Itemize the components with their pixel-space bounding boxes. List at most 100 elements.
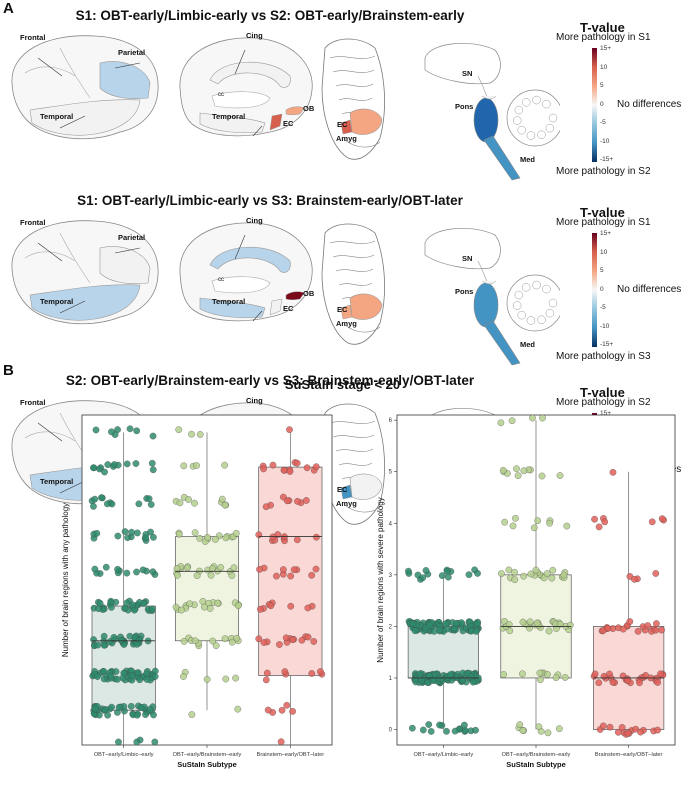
data-point <box>436 626 443 634</box>
data-point <box>529 414 536 422</box>
data-point <box>132 460 140 467</box>
data-point <box>184 564 191 572</box>
data-point <box>90 636 97 643</box>
y-tick-label: 6 <box>389 418 393 424</box>
data-point <box>175 426 183 433</box>
ob-region <box>285 106 305 115</box>
data-point <box>536 669 544 677</box>
data-point <box>269 461 277 469</box>
parietal-region <box>99 246 151 284</box>
data-point <box>191 499 198 507</box>
data-point <box>101 706 109 714</box>
data-point <box>419 574 427 582</box>
data-point <box>534 517 542 525</box>
data-point <box>273 572 280 580</box>
data-point <box>175 530 183 538</box>
data-point <box>431 671 439 679</box>
data-point <box>462 727 469 735</box>
data-point <box>211 535 219 543</box>
data-point <box>147 501 155 508</box>
parietal-region <box>99 61 151 99</box>
data-point <box>497 419 505 427</box>
data-point <box>527 570 535 578</box>
data-point <box>411 627 419 635</box>
data-point <box>114 532 122 540</box>
medial-brain <box>179 37 313 137</box>
data-point <box>128 528 135 536</box>
data-point <box>142 711 149 718</box>
data-point <box>133 738 141 746</box>
data-point <box>134 669 142 676</box>
data-point <box>609 678 617 686</box>
data-point <box>234 705 242 713</box>
data-point <box>499 466 507 474</box>
data-point <box>436 721 443 729</box>
data-point <box>230 564 238 572</box>
colorbar-tick: 10 <box>600 248 608 256</box>
colorbar <box>592 233 597 347</box>
data-point <box>563 522 571 530</box>
data-point <box>151 738 159 746</box>
data-point <box>626 618 634 625</box>
legend-bottom-text: More pathology in S3 <box>556 351 651 362</box>
legend-middle-text: No differences <box>617 99 682 110</box>
data-point <box>188 430 195 438</box>
data-point <box>533 619 541 627</box>
data-point <box>624 677 632 684</box>
data-point <box>276 641 283 648</box>
data-point <box>149 466 157 474</box>
data-point <box>191 637 199 645</box>
data-point <box>180 462 188 470</box>
data-point <box>186 600 194 608</box>
data-point <box>511 576 519 584</box>
data-point <box>538 472 546 480</box>
data-point <box>600 672 608 680</box>
ec-coronal-region <box>340 304 353 320</box>
data-point <box>556 472 564 479</box>
y-tick-label: 1 <box>389 676 393 682</box>
ec-region <box>269 113 283 131</box>
data-point <box>614 728 622 736</box>
region-label-cc: cc <box>218 277 224 283</box>
data-point <box>405 567 412 575</box>
data-point <box>658 515 666 523</box>
colorbar-tick: 15+ <box>600 45 612 52</box>
data-point <box>545 627 553 635</box>
data-point <box>294 497 301 505</box>
data-point <box>217 564 225 571</box>
brainstem-cerebellum <box>424 227 560 366</box>
data-point <box>115 738 122 746</box>
data-point <box>149 432 157 440</box>
region-label-frontal: Frontal <box>20 33 46 42</box>
data-point <box>289 708 296 715</box>
data-point <box>514 472 522 480</box>
data-point <box>263 669 271 677</box>
data-point <box>203 676 211 683</box>
panel-b-letter: B <box>3 362 14 379</box>
data-point <box>508 417 516 425</box>
region-label-temporal2: Temporal <box>212 112 246 121</box>
region-label-frontal: Frontal <box>20 398 46 407</box>
data-point <box>255 635 263 643</box>
row-title: S2: OBT-early/Brainstem-early vs S3: Bra… <box>65 373 475 388</box>
data-point <box>310 638 318 645</box>
region-label-amyg: Amyg <box>336 319 357 328</box>
y-tick-label: 5 <box>389 470 393 476</box>
data-point <box>222 675 230 683</box>
data-point <box>136 676 144 684</box>
data-point <box>133 711 141 719</box>
data-point <box>256 566 263 573</box>
row-title: S1: OBT-early/Limbic-early vs S2: OBT-ea… <box>75 8 465 23</box>
data-point <box>509 522 517 530</box>
data-point <box>90 464 97 472</box>
data-point <box>298 636 306 644</box>
data-point <box>498 570 505 577</box>
data-point <box>609 468 617 476</box>
data-point <box>172 603 180 611</box>
data-point <box>139 566 147 574</box>
data-point <box>636 679 643 687</box>
data-point <box>283 701 291 709</box>
data-point <box>512 514 519 522</box>
data-point <box>516 721 524 728</box>
data-point <box>115 703 123 711</box>
